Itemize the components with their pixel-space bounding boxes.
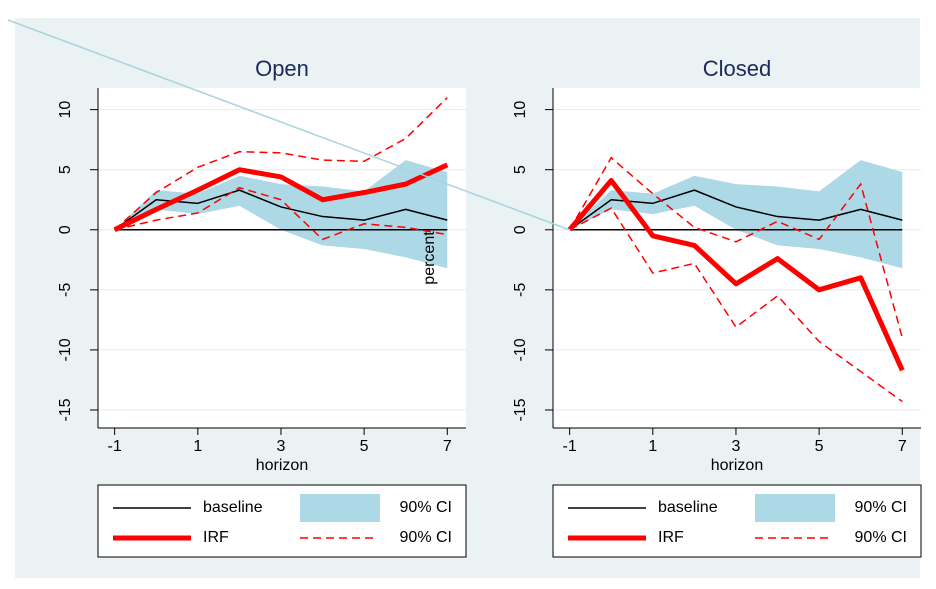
- irf-line: [113, 162, 449, 233]
- legend-label: baseline: [658, 499, 718, 516]
- plot-area: [98, 88, 466, 428]
- irf-line: [567, 178, 905, 372]
- x-tick-label: 1: [648, 438, 657, 455]
- y-tick-label: -10: [57, 338, 74, 361]
- legend-label: 90% CI: [400, 529, 452, 546]
- y-tick-label: -15: [57, 398, 74, 421]
- legend: [552, 484, 922, 558]
- y-tick-label: 10: [512, 101, 529, 119]
- y-tick-label: -10: [512, 338, 529, 361]
- x-tick-label: 5: [815, 438, 824, 455]
- y-tick-label: -5: [512, 283, 529, 297]
- y-tick-label: 0: [512, 225, 529, 234]
- x-tick-label: -1: [108, 438, 122, 455]
- legend-label: IRF: [203, 529, 229, 546]
- x-tick-label: 3: [277, 438, 286, 455]
- legend-label: baseline: [203, 499, 263, 516]
- legend-swatch: [300, 494, 380, 522]
- x-tick-label: 5: [360, 438, 369, 455]
- ci-line: [568, 156, 904, 339]
- y-tick-label: 0: [57, 225, 74, 234]
- ci-line: [114, 97, 448, 231]
- ci-line: [569, 207, 903, 403]
- x-tick-label: 7: [443, 438, 452, 455]
- x-axis-label: horizon: [711, 457, 763, 474]
- y-tick-label: -5: [57, 283, 74, 297]
- legend-label: 90% CI: [855, 499, 907, 516]
- legend-swatch: [755, 494, 835, 522]
- legend-label: 90% CI: [400, 499, 452, 516]
- ci-line: [114, 186, 448, 241]
- chart-title: Closed: [703, 56, 771, 81]
- x-tick-label: 3: [732, 438, 741, 455]
- x-tick-label: -1: [563, 438, 577, 455]
- x-tick-label: 1: [193, 438, 202, 455]
- x-tick-label: 7: [898, 438, 907, 455]
- chart-title: Open: [255, 56, 309, 81]
- y-tick-label: 10: [57, 101, 74, 119]
- stray-line: [7, 19, 571, 231]
- y-tick-label: -15: [512, 398, 529, 421]
- legend-label: IRF: [658, 529, 684, 546]
- annotation: percent: [421, 231, 438, 285]
- ci-band: [569, 160, 903, 269]
- y-tick-label: 5: [512, 165, 529, 174]
- x-axis-label: horizon: [256, 457, 308, 474]
- legend: [97, 484, 467, 558]
- legend-label: 90% CI: [855, 529, 907, 546]
- y-tick-label: 5: [57, 165, 74, 174]
- ci-band: [114, 160, 448, 269]
